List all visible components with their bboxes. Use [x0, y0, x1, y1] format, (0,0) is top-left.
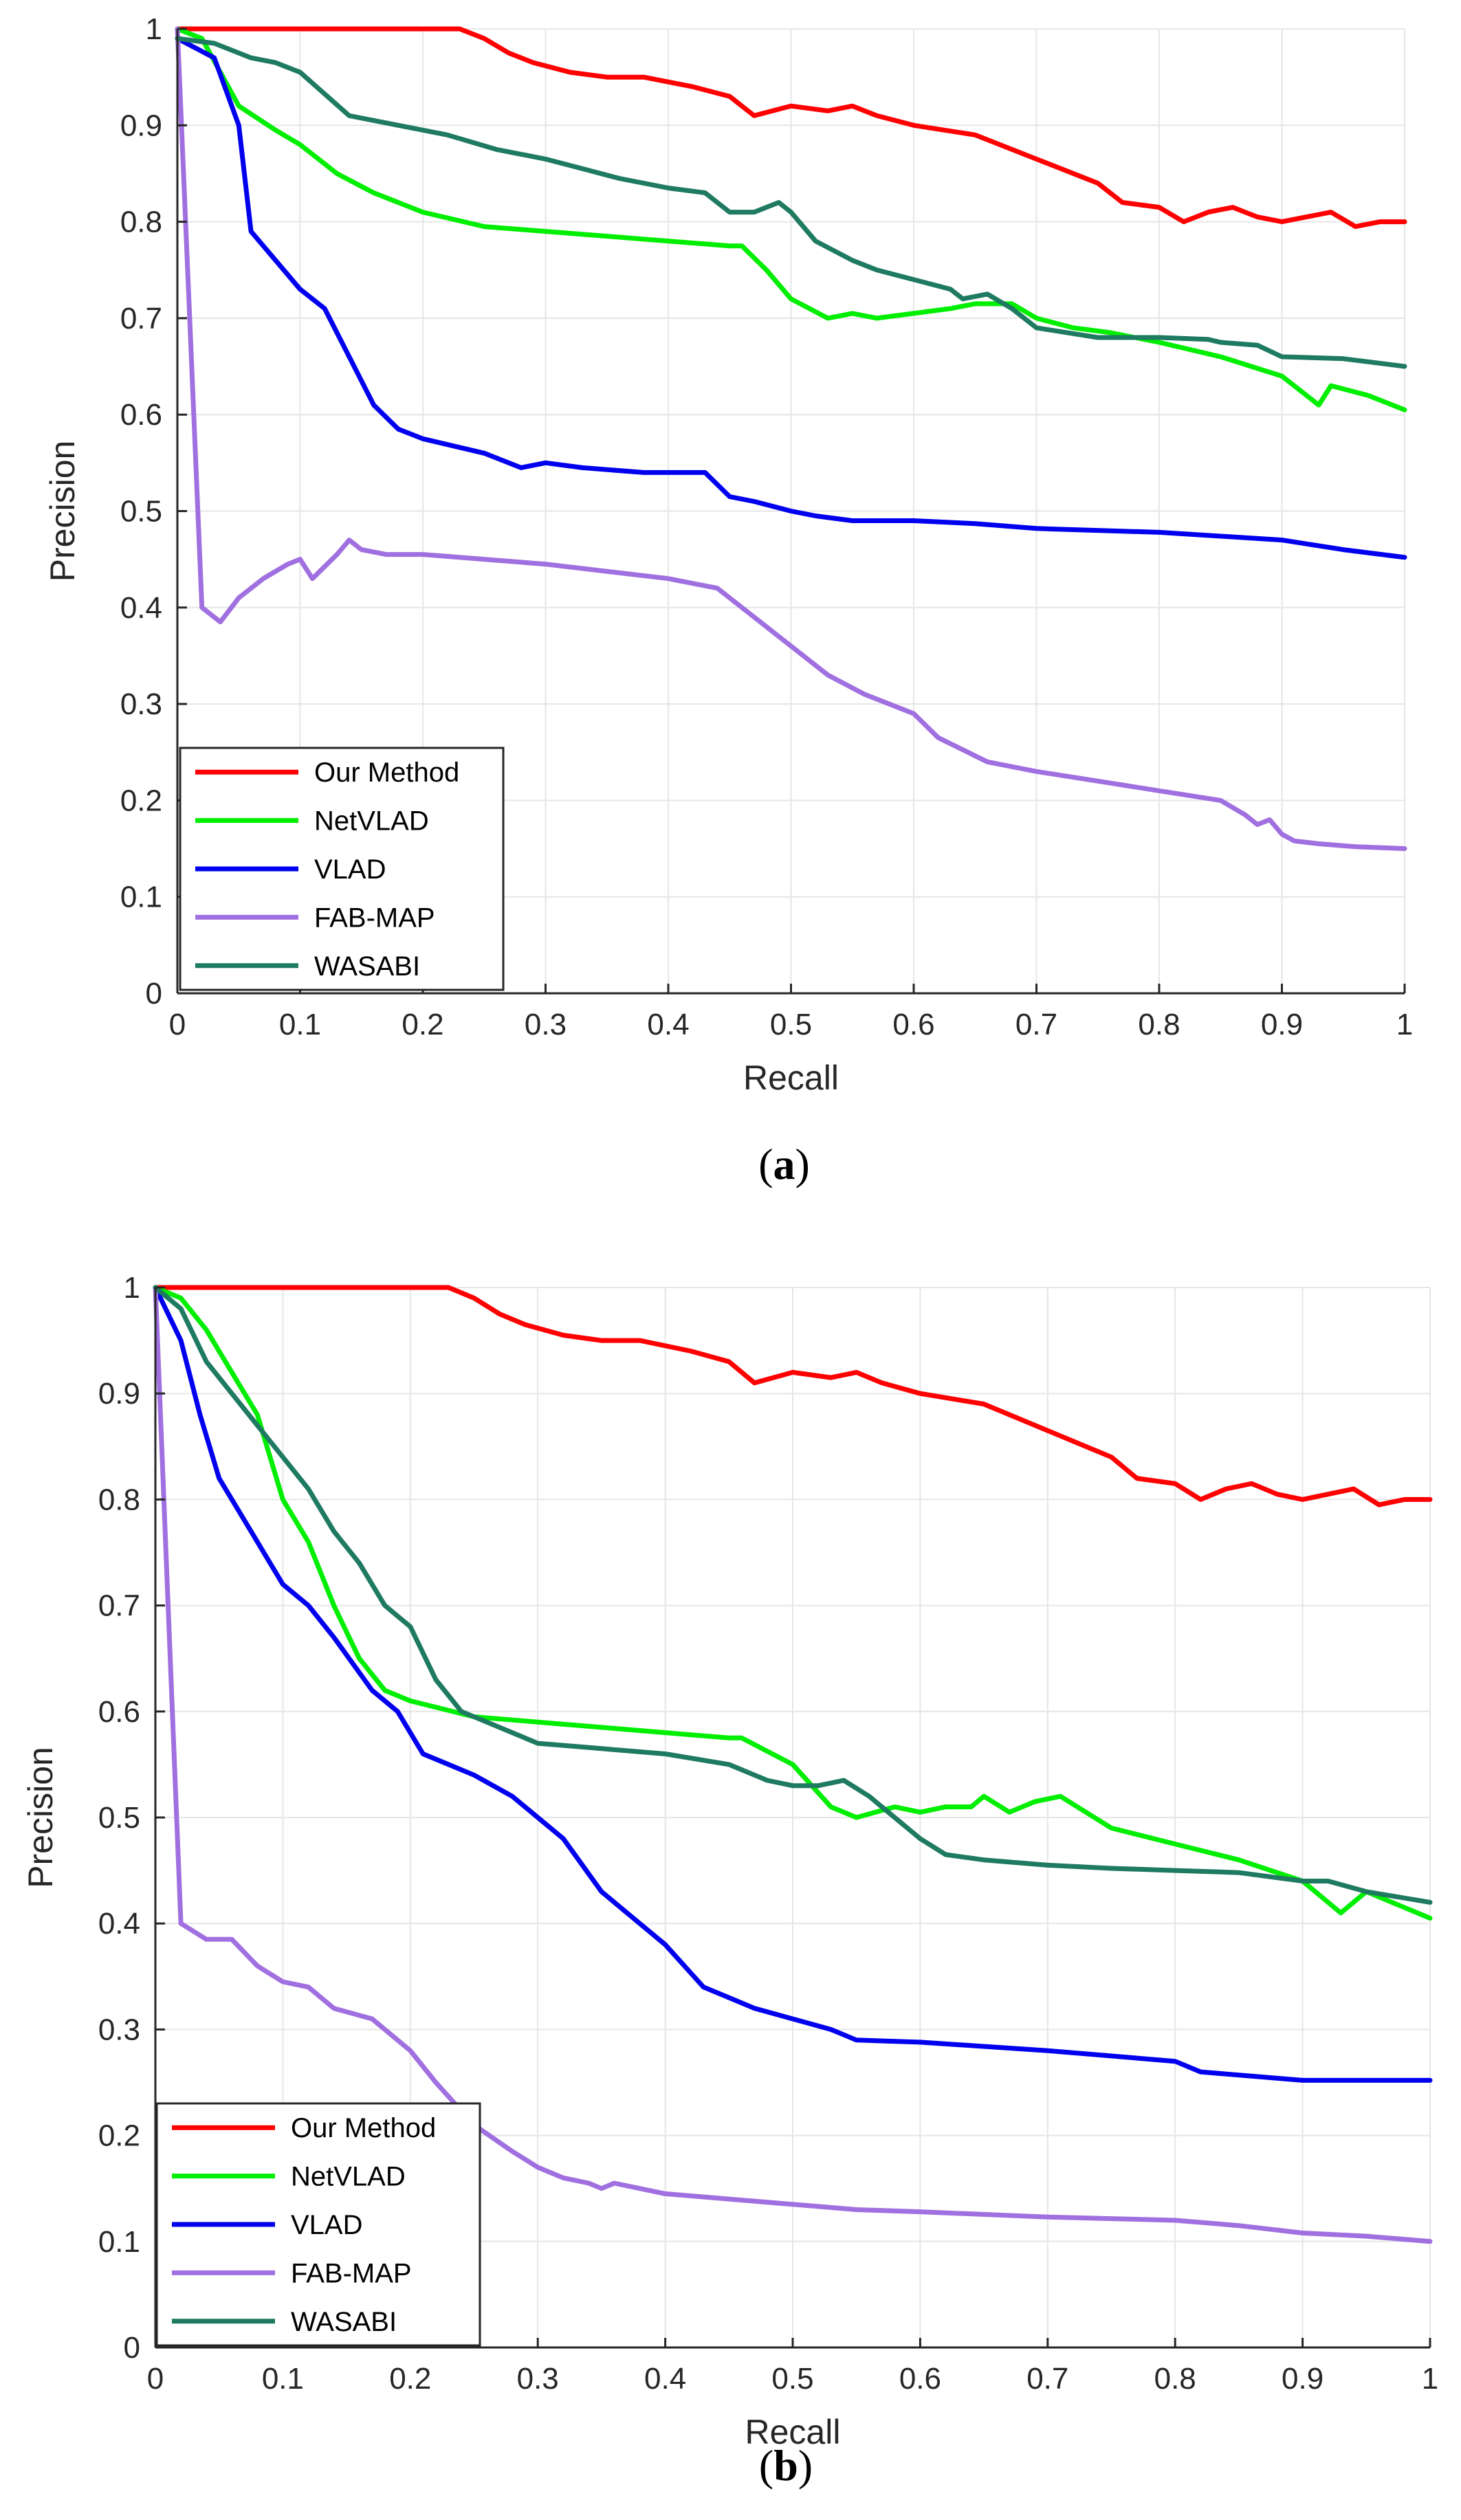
legend-label-netvlad: NetVLAD	[291, 2162, 406, 2192]
legend: Our Method NetVLAD VLAD FAB-MAP WASABI	[155, 2102, 481, 2347]
y-tick-label: 0.5	[120, 495, 162, 529]
caption-letter: a	[773, 1140, 795, 1189]
legend-label-vlad: VLAD	[314, 854, 386, 885]
x-tick-label: 0.3	[517, 2362, 559, 2396]
x-tick-label: 0	[169, 1008, 186, 1041]
x-axis-label: Recall	[743, 1059, 839, 1097]
y-tick-label: 0.3	[98, 2013, 140, 2046]
x-tick-label: 0.4	[644, 2362, 686, 2396]
y-tick-label: 0.7	[98, 1589, 140, 1623]
series-line-vlad	[153, 1285, 1433, 2083]
y-tick-label: 1	[146, 12, 162, 46]
x-tick-label: 0.6	[892, 1008, 934, 1041]
x-tick-label: 0.9	[1261, 1008, 1303, 1041]
y-axis-label: Precision	[43, 441, 82, 582]
legend-label-netvlad: NetVLAD	[314, 806, 429, 837]
y-tick-label: 0.8	[120, 206, 162, 239]
legend-label-wasabi: WASABI	[314, 951, 420, 982]
y-tick-label: 0.3	[120, 687, 162, 721]
x-tick-label: 0.5	[771, 2362, 813, 2396]
series-line-wasabi	[153, 1285, 1433, 1905]
x-tick-label: 0.5	[770, 1008, 812, 1041]
figure-caption: (b)	[759, 2441, 813, 2490]
y-tick-label: 0.7	[120, 302, 162, 335]
x-tick-label: 0.7	[1015, 1008, 1057, 1041]
y-tick-label: 0.6	[98, 1695, 140, 1729]
caption-letter: b	[773, 2441, 798, 2490]
legend-label-fab-map: FAB-MAP	[291, 2258, 412, 2288]
y-tick-label: 0.8	[98, 1483, 140, 1516]
chart-panel-a: 0 0.1 0.2 0.3 0.4 0.5 0.6 0.7 0.8 0.9 1 0 0.1 0.2 0.3 0…	[43, 12, 1413, 1189]
y-tick-label: 0.9	[120, 109, 162, 142]
legend-label-fab-map: FAB-MAP	[314, 903, 435, 933]
x-tick-label: 0.8	[1154, 2362, 1196, 2396]
x-tick-label: 0.8	[1138, 1008, 1180, 1041]
x-tick-label: 0.1	[262, 2362, 304, 2396]
series-line-our-method	[153, 1285, 1433, 1507]
y-tick-label: 0.2	[98, 2119, 140, 2153]
series-line-vlad	[175, 36, 1407, 560]
y-tick-label: 0.9	[98, 1377, 140, 1411]
x-tick-label: 1	[1396, 1008, 1413, 1041]
legend-label-vlad: VLAD	[291, 2210, 363, 2240]
legend: Our Method NetVLAD VLAD FAB-MAP WASABI	[179, 747, 505, 991]
legend-label-our-method: Our Method	[314, 758, 459, 788]
y-tick-label: 0.6	[120, 398, 162, 432]
series-line-wasabi	[175, 36, 1407, 369]
x-tick-label: 0.2	[402, 1008, 443, 1041]
series-line-netvlad	[175, 26, 1407, 412]
x-tick-label: 0.9	[1282, 2362, 1323, 2396]
x-tick-label: 0.2	[389, 2362, 431, 2396]
x-tick-label: 0.7	[1026, 2362, 1068, 2396]
series-line-fab-map	[175, 26, 1407, 851]
x-tick-label: 0	[147, 2362, 164, 2396]
figure-caption: (a)	[758, 1140, 810, 1189]
x-axis-label: Recall	[745, 2413, 841, 2451]
x-tick-label: 0.6	[899, 2362, 941, 2396]
chart-panel-b: 0 0.1 0.2 0.3 0.4 0.5 0.6 0.7 0.8 0.9 1 0 0.1 0.2 0.3 0…	[21, 1271, 1438, 2490]
y-tick-label: 0.4	[98, 1907, 140, 1941]
y-tick-label: 0.5	[98, 1801, 140, 1835]
legend-label-wasabi: WASABI	[291, 2307, 397, 2337]
y-tick-label: 0	[124, 2331, 140, 2365]
y-tick-label: 0.2	[120, 784, 162, 817]
x-tick-label: 0.4	[647, 1008, 689, 1041]
x-tick-label: 0.1	[279, 1008, 321, 1041]
y-tick-label: 0.1	[98, 2225, 140, 2259]
y-axis-label: Precision	[21, 1747, 60, 1888]
y-tick-label: 0.1	[120, 881, 162, 914]
x-tick-label: 1	[1422, 2362, 1438, 2396]
y-tick-label: 0.4	[120, 591, 162, 625]
legend-label-our-method: Our Method	[291, 2113, 436, 2143]
x-tick-label: 0.3	[525, 1008, 567, 1041]
y-tick-label: 1	[124, 1271, 140, 1305]
series-group	[175, 26, 1407, 851]
series-line-our-method	[175, 26, 1407, 230]
series-line-fab-map	[153, 1285, 1433, 2244]
y-tick-label: 0	[146, 977, 162, 1010]
series-group	[153, 1285, 1433, 2244]
